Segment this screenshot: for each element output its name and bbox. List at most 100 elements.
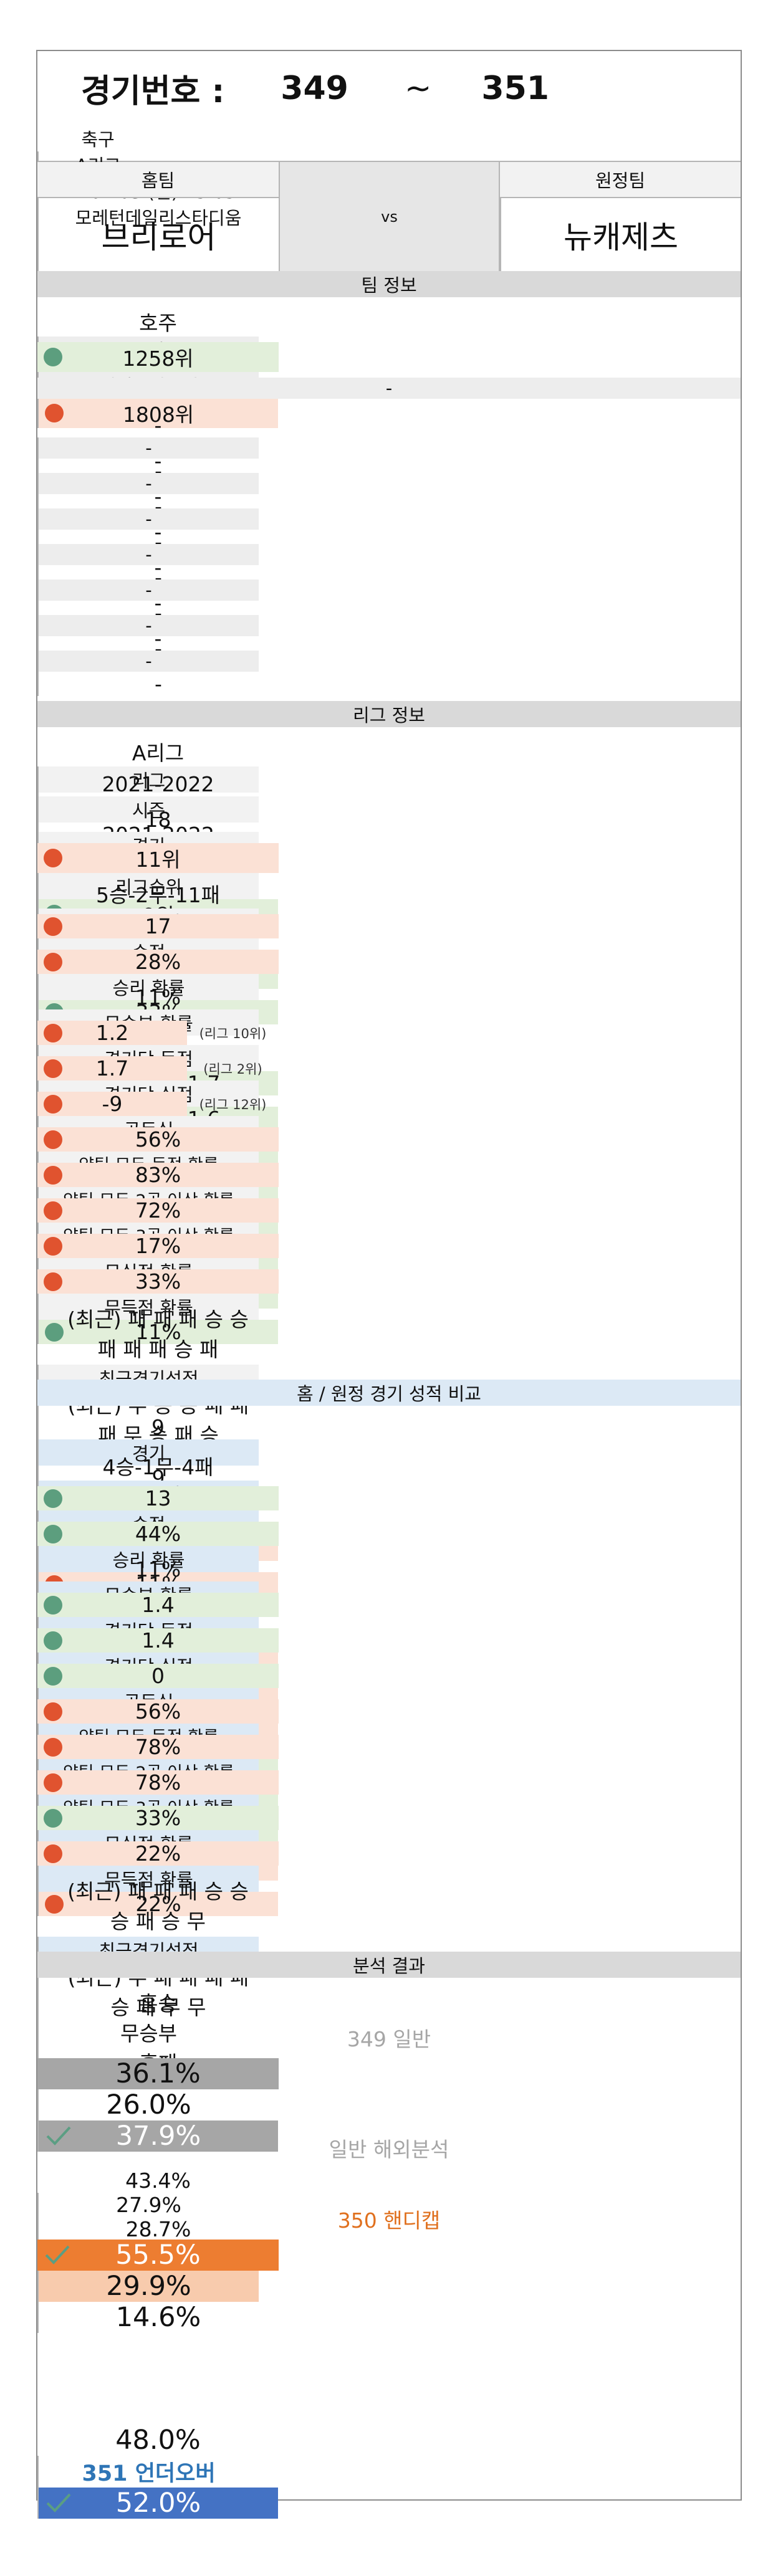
- status-dot: [44, 348, 62, 366]
- stat-label: 승리 확률: [37, 1546, 259, 1572]
- stat-row: 18경기18: [37, 808, 741, 882]
- home-cell: 0: [37, 1664, 279, 1688]
- home-cell: 56%: [37, 1127, 279, 1152]
- stat-row: 83%양팀 모두 2골 이상 확률89%: [37, 1163, 741, 1236]
- section-header-row: 팀 정보: [37, 271, 741, 307]
- recent-line: 패 패 패 승 패: [97, 1337, 219, 1362]
- status-dot: [44, 1201, 62, 1220]
- probability: 29.9%: [37, 2271, 259, 2302]
- probability: 43.4%: [125, 2168, 191, 2193]
- home-value: 44%: [135, 1522, 181, 1546]
- home-cell: 1.4: [37, 1593, 279, 1617]
- home-value: 9: [151, 1415, 165, 1439]
- home-value: 1.4: [142, 1628, 175, 1653]
- home-value: 2021-2022: [102, 772, 214, 796]
- status-dot: [44, 1737, 62, 1757]
- home-team-col: 홈팀 브리로어: [37, 162, 279, 271]
- probability: 26.0%: [37, 2089, 259, 2120]
- check-mark: [46, 2126, 71, 2145]
- away-value: -: [37, 565, 278, 589]
- home-value: 72%: [135, 1198, 181, 1223]
- section-header-row: 리그 정보: [37, 701, 741, 737]
- home-value: 28%: [135, 950, 181, 974]
- status-dot: [44, 1489, 62, 1508]
- away-team-col: 원정팀 뉴캐제츠: [499, 162, 741, 271]
- analysis-values-row: 43.4% 27.9% 28.7%: [37, 2168, 741, 2241]
- home-cell: 17%: [37, 1234, 279, 1258]
- home-cell: 1.2 (리그 10위): [37, 1021, 279, 1045]
- status-dot: [44, 1094, 62, 1114]
- home-value: 56%: [135, 1699, 181, 1724]
- home-value: 78%: [135, 1770, 181, 1795]
- home-value: 11%: [135, 1557, 181, 1581]
- home-cell: 56%: [37, 1699, 279, 1724]
- away-value: -: [37, 530, 278, 554]
- stat-label: -: [37, 508, 259, 530]
- away-value: -: [37, 494, 278, 518]
- home-value: 1.4: [142, 1593, 175, 1617]
- status-dot: [45, 1894, 64, 1914]
- section-header-row: 분석 결과: [37, 1952, 741, 1987]
- home-value: 83%: [135, 1163, 181, 1187]
- status-dot: [44, 1808, 62, 1828]
- home-rank-note: (리그 12위): [199, 1097, 267, 1112]
- home-value: 56%: [135, 1127, 181, 1152]
- status-dot: [44, 1272, 62, 1291]
- stat-row: ---: [37, 413, 741, 483]
- home-value: 11위: [135, 847, 181, 872]
- value-box: -9: [37, 1092, 187, 1116]
- home-cell: 13: [37, 1486, 279, 1510]
- home-value: 5승-2무-11패: [96, 883, 220, 907]
- status-dot: [44, 849, 62, 867]
- section-title: 분석 결과: [37, 1952, 741, 1978]
- check-icon: [46, 2126, 71, 2145]
- analysis-block-title-row: 350 핸디캡: [37, 2204, 741, 2240]
- home-cell: 33%: [37, 1269, 279, 1294]
- section-header-row: 홈 / 원정 경기 성적 비교: [37, 1380, 741, 1415]
- status-dot: [44, 917, 62, 936]
- away-value: 1808위: [122, 403, 194, 427]
- away-value: 11%: [135, 1320, 181, 1344]
- home-value: A리그: [132, 741, 185, 765]
- status-dot: [44, 1595, 62, 1615]
- home-rank-note: (리그 10위): [199, 1026, 267, 1041]
- probability: 37.9%: [37, 2120, 278, 2152]
- stat-label: 무득점 확률: [37, 1294, 259, 1320]
- stat-row: 78%양팀 모두 2골 이상 확률89%: [37, 1735, 741, 1808]
- home-value: 78%: [135, 1735, 181, 1759]
- probability: 36.1%: [37, 2058, 279, 2089]
- analysis-values-row: 55.5% 29.9% 14.6%: [37, 2240, 741, 2333]
- home-value: 13: [145, 1486, 171, 1510]
- stat-row: 17승점22: [37, 914, 741, 989]
- stat-row: 9 경기 9: [37, 1415, 741, 1490]
- match-number-label: 경기번호 :: [81, 73, 225, 110]
- away-cell: 11%: [37, 1320, 278, 1344]
- stat-row: ---: [37, 591, 741, 661]
- vs-label: vs: [279, 162, 499, 271]
- home-value: -: [154, 555, 162, 580]
- home-label: 홈팀: [37, 162, 279, 198]
- home-value: 17%: [135, 1234, 181, 1258]
- away-value: 22%: [135, 1892, 181, 1916]
- stat-label: 무득점 확률: [37, 1866, 259, 1892]
- stat-row: 11위리그순위9위: [37, 843, 741, 929]
- stat-row: 0골득실-6: [37, 1664, 741, 1739]
- stat-row: -: [37, 378, 741, 413]
- stat-label: 시즌: [37, 796, 259, 823]
- stat-row: 17%무실점 확률28%: [37, 1234, 741, 1309]
- stat-row: -9(리그 12위)골득실2(리그 5위): [37, 1092, 741, 1166]
- home-value: -: [154, 484, 162, 508]
- home-value: 17: [145, 914, 171, 938]
- stat-row: 1.4경기당 득점1.2: [37, 1593, 741, 1667]
- stat-row: 11%무승부 확률33%: [37, 1557, 741, 1632]
- analysis-values-row: 36.1% 26.0% 37.9%: [37, 2058, 741, 2152]
- stat-row: ---: [37, 484, 741, 554]
- away-value: -: [37, 459, 278, 483]
- home-value: 33%: [135, 1269, 181, 1294]
